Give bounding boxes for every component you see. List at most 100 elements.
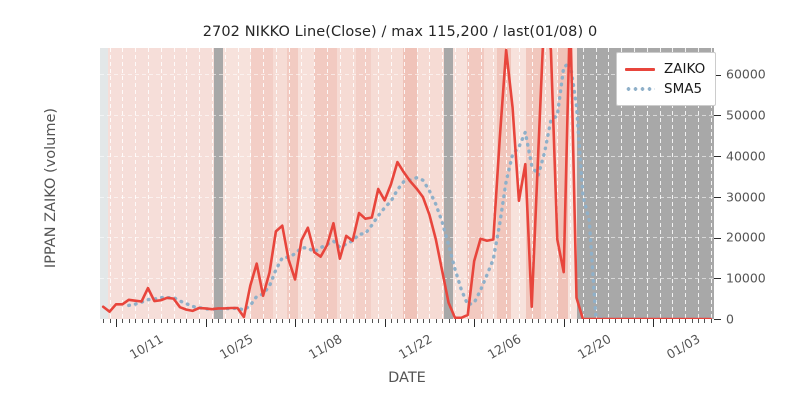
x-tick-minor <box>218 319 220 323</box>
x-tick-minor <box>339 319 341 323</box>
x-tick-minor <box>199 319 201 323</box>
x-tick-minor <box>307 319 309 323</box>
gridline-horizontal <box>100 278 714 280</box>
gridline-vertical <box>634 48 635 319</box>
x-tick-minor <box>192 319 194 323</box>
y-tick-label: 60000 <box>726 66 766 82</box>
x-tick-minor <box>467 319 469 323</box>
x-tick-minor <box>410 319 412 323</box>
x-tick-major <box>384 319 386 327</box>
gridline-vertical <box>545 48 546 319</box>
gridline-vertical <box>225 48 226 319</box>
gridline-horizontal <box>100 155 714 157</box>
x-tick-minor <box>525 319 527 323</box>
gridline-vertical <box>570 48 571 319</box>
gridline-vertical <box>455 48 456 319</box>
x-tick-minor <box>416 319 418 323</box>
x-tick-minor <box>346 319 348 323</box>
gridline-vertical <box>238 48 239 319</box>
x-tick-minor <box>710 319 712 323</box>
background-band <box>213 48 223 319</box>
x-tick-minor <box>608 319 610 323</box>
series-line-zaiko <box>101 48 713 319</box>
x-tick-minor <box>128 319 130 323</box>
x-tick-minor <box>263 319 265 323</box>
x-tick-minor <box>288 319 290 323</box>
gridline-horizontal <box>100 115 714 117</box>
x-tick-minor <box>391 319 392 323</box>
legend-item-zaiko[interactable]: ZAIKO <box>625 59 705 79</box>
gridline-vertical <box>442 48 443 319</box>
background-band <box>222 48 251 319</box>
x-tick-minor <box>461 319 463 323</box>
y-tick-label: 0 <box>726 311 734 327</box>
gridline-vertical <box>353 48 354 319</box>
x-tick-label: 11/22 <box>395 331 435 363</box>
x-tick-minor <box>320 319 322 323</box>
x-tick-minor <box>231 319 233 323</box>
background-band <box>577 48 583 319</box>
gridline-vertical <box>557 48 558 319</box>
x-tick-minor <box>333 319 335 323</box>
x-tick-minor <box>595 319 597 323</box>
gridline-vertical <box>212 48 213 319</box>
x-tick-minor <box>455 319 456 323</box>
x-tick-major <box>653 319 655 327</box>
x-tick-major <box>563 319 565 327</box>
x-tick-minor <box>301 319 303 323</box>
x-tick-minor <box>141 319 143 323</box>
y-axis-label: IPPAN ZAIKO (volume) <box>43 107 59 269</box>
background-band <box>100 48 108 319</box>
gridline-vertical <box>468 48 469 319</box>
x-tick-minor <box>282 319 284 323</box>
gridline-vertical <box>429 48 430 319</box>
gridline-vertical <box>186 48 187 319</box>
gridline-vertical <box>161 48 162 319</box>
x-tick-minor <box>154 319 156 323</box>
gridline-vertical <box>327 48 328 319</box>
x-tick-minor <box>378 319 380 323</box>
x-tick-minor <box>512 319 514 323</box>
x-tick-minor <box>486 319 488 323</box>
x-tick-minor <box>167 319 169 323</box>
x-tick-minor <box>691 319 693 323</box>
x-tick-minor <box>243 319 245 323</box>
plot-area <box>100 48 714 319</box>
x-tick-minor <box>550 319 552 323</box>
x-tick-minor <box>448 319 450 323</box>
x-axis-label: DATE <box>388 370 426 386</box>
x-tick-minor <box>211 319 213 323</box>
x-tick-minor <box>442 319 444 323</box>
x-tick-minor <box>103 319 105 323</box>
y-tick <box>714 237 721 239</box>
x-tick-minor <box>499 319 501 323</box>
x-tick-minor <box>250 319 252 323</box>
gridline-vertical <box>647 48 648 319</box>
y-tick-label: 20000 <box>726 229 766 245</box>
gridline-vertical <box>404 48 405 319</box>
x-tick-minor <box>582 319 584 323</box>
series-lines <box>101 48 713 319</box>
chart-legend[interactable]: ZAIKO SMA5 <box>616 52 717 106</box>
x-tick-major <box>295 319 297 327</box>
x-tick-label: 01/03 <box>664 331 703 363</box>
gridline-horizontal <box>100 237 714 239</box>
x-tick-minor <box>672 319 674 323</box>
gridline-vertical <box>199 48 200 319</box>
x-tick-minor <box>704 319 706 323</box>
background-band <box>286 48 299 319</box>
x-tick-minor <box>678 319 680 323</box>
gridline-vertical <box>122 48 123 319</box>
x-tick-minor <box>480 319 482 323</box>
x-tick-minor <box>173 319 175 323</box>
legend-swatch-zaiko <box>625 67 655 71</box>
legend-item-sma5[interactable]: SMA5 <box>625 79 705 99</box>
gridline-vertical <box>110 48 111 319</box>
background-band <box>107 48 214 319</box>
gridline-horizontal <box>100 74 714 76</box>
x-tick-minor <box>397 319 399 323</box>
y-tick <box>714 196 721 198</box>
x-tick-minor <box>109 319 111 323</box>
x-tick-minor <box>359 319 360 323</box>
x-axis-tick-labels: 10/11 10/25 11/08 11/22 12/06 12/20 01/03 <box>0 325 800 375</box>
